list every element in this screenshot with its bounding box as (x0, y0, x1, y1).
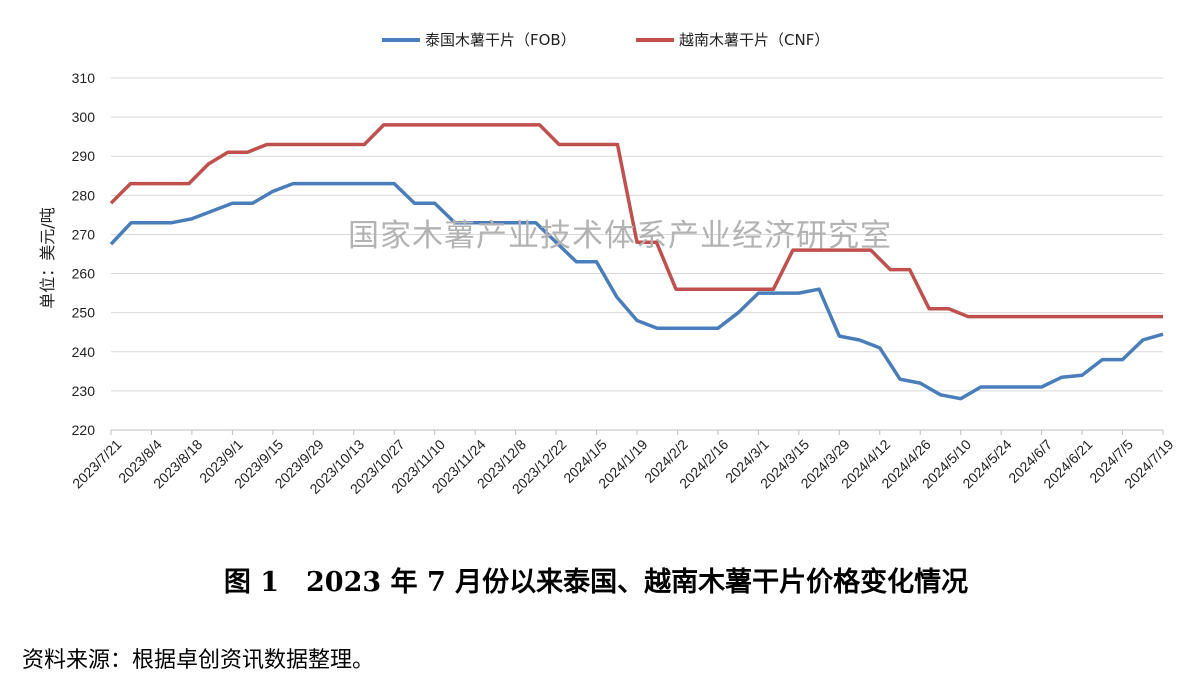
y-tick-label: 220 (72, 422, 96, 438)
series-line-vietnam (109, 123, 1163, 319)
y-tick-label: 230 (72, 383, 96, 399)
x-tick-label: 2023/7/21 (69, 436, 125, 492)
legend-label-thailand: 泰国木薯干片（FOB） (425, 31, 576, 49)
line-chart: 泰国木薯干片（FOB） 越南木薯干片（CNF） 2202302402502602… (38, 31, 1177, 497)
y-tick-label: 310 (72, 70, 96, 86)
y-tick-label: 240 (72, 344, 96, 360)
figure-caption: 图 1 2023 年 7 月份以来泰国、越南木薯干片价格变化情况 (223, 567, 969, 598)
y-tick-label: 270 (72, 226, 96, 242)
x-axis-ticks: 2023/7/212023/8/42023/8/182023/9/12023/9… (69, 430, 1177, 497)
y-tick-label: 250 (72, 305, 96, 321)
y-axis-label: 单位：美元/吨 (38, 207, 57, 308)
series-lines (109, 123, 1164, 401)
y-tick-label: 280 (72, 187, 96, 203)
data-source-note: 资料来源：根据卓创资讯数据整理。 (22, 648, 375, 673)
y-tick-label: 290 (72, 148, 96, 164)
y-tick-label: 260 (72, 266, 96, 282)
gridlines (111, 77, 1163, 431)
y-tick-label: 300 (72, 109, 96, 125)
legend-label-vietnam: 越南木薯干片（CNF） (679, 31, 829, 49)
chart-legend: 泰国木薯干片（FOB） 越南木薯干片（CNF） (382, 31, 829, 49)
watermark: 国家木薯产业技术体系产业经济研究室 (348, 218, 892, 254)
y-axis-ticks: 220 230 240 250 260 270 280 290 300 310 (72, 70, 96, 438)
series-line-thailand (109, 181, 1164, 401)
